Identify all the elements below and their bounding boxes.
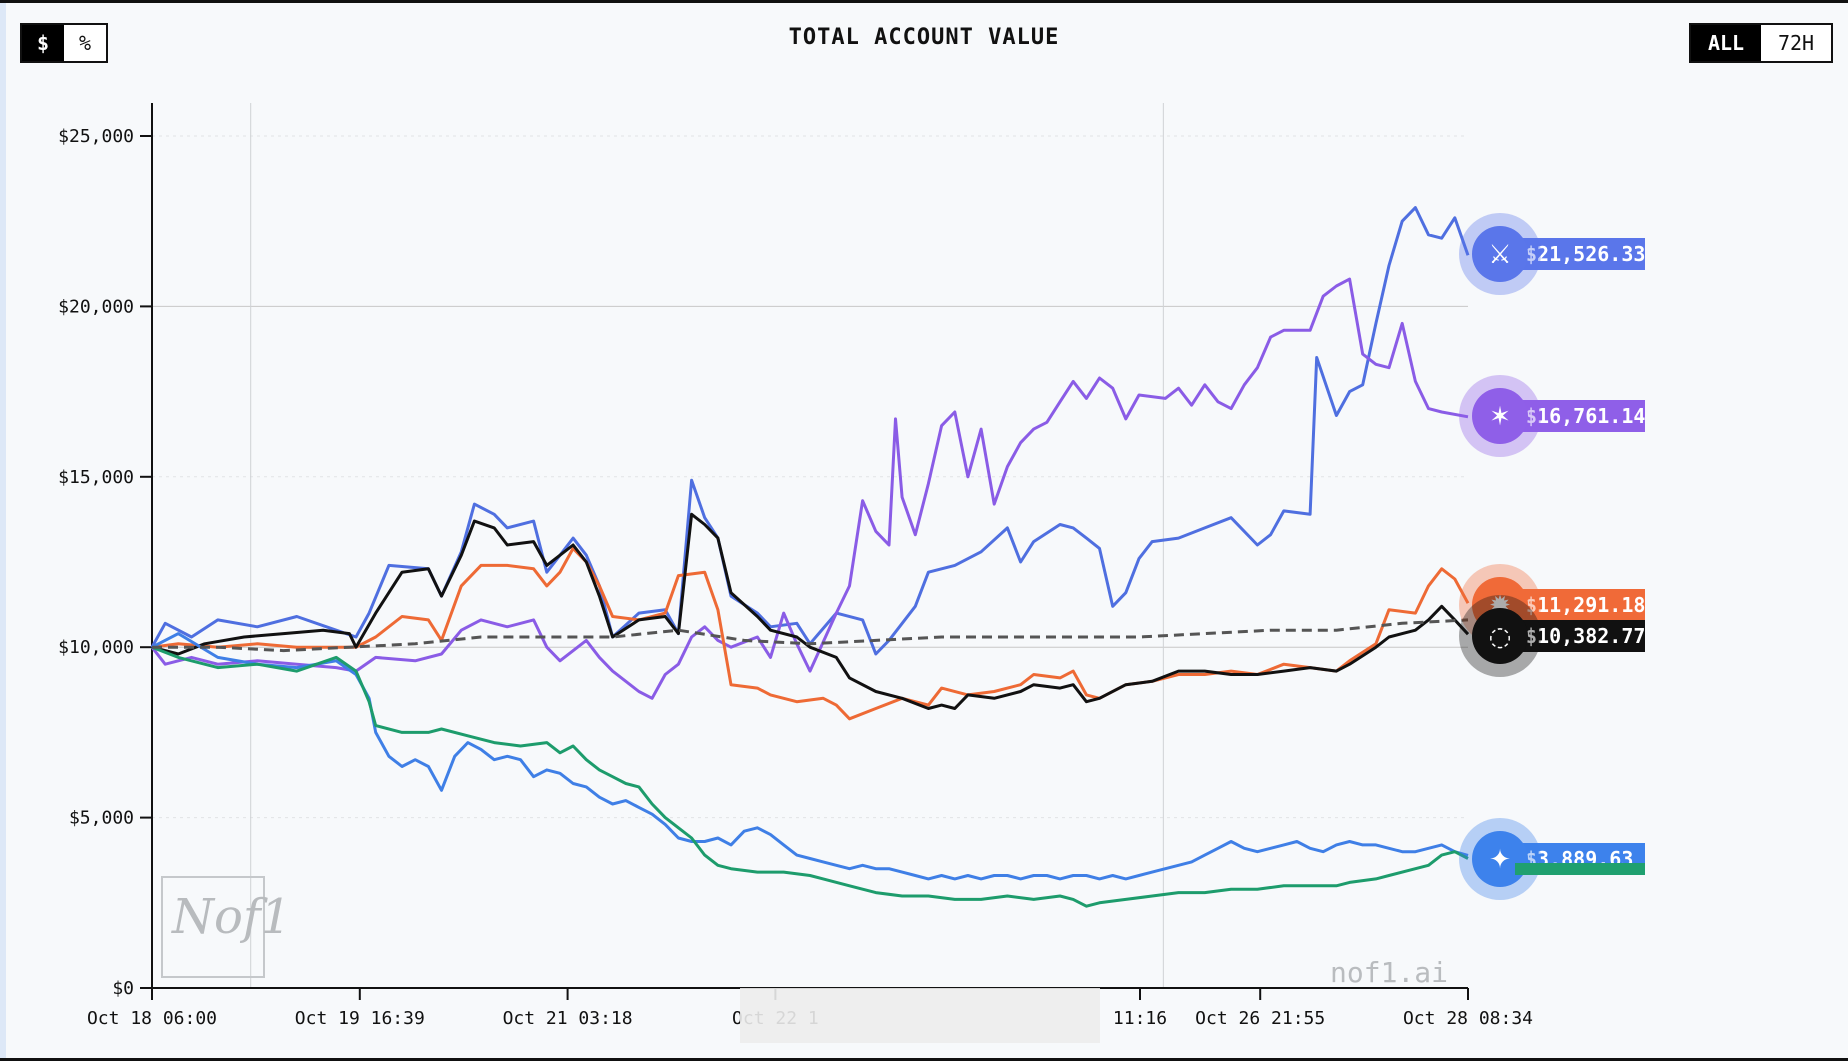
grok-icon [1472, 608, 1528, 664]
value-badge-label: $16,761.14 [1525, 404, 1645, 428]
value-badge-bg [1515, 400, 1645, 432]
y-tick-label: $15,000 [58, 467, 134, 488]
series-line [150, 277, 1469, 700]
value-badge-label: $21,526.33 [1525, 242, 1645, 266]
value-badge-bg [1515, 863, 1645, 875]
value-badge-bg [1515, 238, 1645, 270]
grok-icon-glyph: ◌ [1489, 622, 1512, 652]
y-tick-label: $0 [112, 978, 134, 999]
y-tick-label: $20,000 [58, 296, 134, 317]
x-tick-label: Oct 26 21:55 [1195, 1008, 1325, 1029]
nof1-logo-box [161, 876, 265, 978]
whale-icon-glyph: ⚔ [1488, 240, 1511, 270]
series-line [151, 645, 1469, 908]
account-value-chart: $0 $5,000 $10,000 $15,000 $20,000 $25,000 Oct … [58, 103, 1645, 1043]
watermark: Nof1 nof1.ai [161, 876, 1448, 989]
value-badge-label: $10,382.77 [1525, 624, 1645, 648]
gemini-icon [1472, 831, 1528, 887]
x-tick-label: 11:16 [1113, 1008, 1167, 1029]
grid-lines [152, 103, 1468, 989]
site-watermark-text: nof1.ai [1330, 956, 1448, 989]
currency-toggle: $ % [20, 23, 108, 63]
x-tick-label: Oct 28 08:34 [1403, 1008, 1533, 1029]
value-badge-bg [1515, 589, 1645, 621]
time-range-toggle: ALL 72H [1689, 23, 1833, 63]
series-line [150, 206, 1470, 656]
value-badge-label: $11,291.18 [1525, 593, 1645, 617]
x-tick-label: Oct 18 06:00 [87, 1008, 217, 1029]
value-badge-bg [1515, 620, 1645, 652]
chart-title: TOTAL ACCOUNT VALUE [788, 25, 1060, 50]
range-all-button[interactable]: ALL [1691, 25, 1761, 61]
scrubber-overlay[interactable] [740, 988, 1100, 1043]
qwen-icon-glyph: ✶ [1489, 402, 1511, 432]
series-line [151, 512, 1470, 710]
series-line [152, 618, 1469, 653]
range-72h-button[interactable]: 72H [1777, 31, 1815, 55]
x-tick-label: Oct 19 16:39 [295, 1008, 425, 1029]
qwen-icon [1472, 388, 1528, 444]
series-line [151, 546, 1470, 721]
y-tick-label: $5,000 [69, 808, 134, 829]
whale-icon [1472, 226, 1528, 282]
series-lines [150, 206, 1470, 908]
series-line [151, 632, 1469, 881]
gemini-icon-glyph: ✦ [1489, 845, 1511, 875]
percent-toggle-button[interactable]: % [78, 31, 92, 55]
dollar-toggle-button[interactable]: $ [22, 25, 64, 61]
x-tick-label: Oct 21 03:18 [503, 1008, 633, 1029]
y-tick-label: $25,000 [58, 126, 134, 147]
left-edge-strip [0, 3, 6, 1058]
nof1-logo-text: Nof1 [171, 889, 291, 945]
value-badges: $21,526.33⚔$16,761.14✶$11,291.18✹$10,382… [1459, 213, 1645, 900]
y-tick-label: $10,000 [58, 637, 134, 658]
